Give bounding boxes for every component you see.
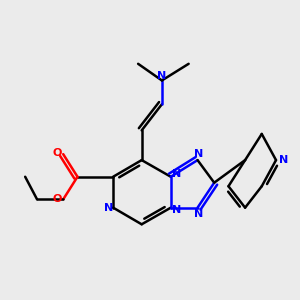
Text: N: N xyxy=(104,203,113,213)
Text: N: N xyxy=(194,149,203,159)
Text: N: N xyxy=(157,71,167,81)
Text: O: O xyxy=(52,148,62,158)
Text: N: N xyxy=(278,155,288,165)
Text: O: O xyxy=(52,194,62,204)
Text: N: N xyxy=(172,205,182,215)
Text: N: N xyxy=(172,169,182,179)
Text: N: N xyxy=(194,208,203,219)
